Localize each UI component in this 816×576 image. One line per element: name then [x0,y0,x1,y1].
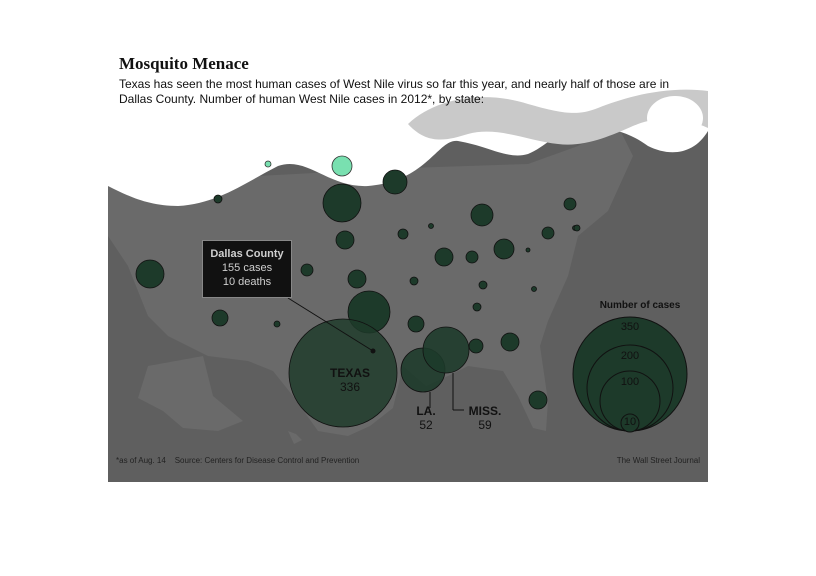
bubble-tennessee [472,302,482,312]
bubble-colorado [300,263,314,277]
legend-title: Number of cases [599,300,681,311]
legend-circles [572,316,688,433]
grey-cloud [408,89,708,145]
texas-state: TEXAS [329,366,370,380]
callout-name: Dallas County [210,248,284,260]
chart-title: Mosquito Menace [119,54,249,73]
bubble-montana [264,160,272,168]
map-graphic: Mosquito Menace Texas has seen the most … [108,36,708,482]
bubble-ohio [493,238,515,260]
louisiana-value: 52 [419,418,433,432]
dallas-dot [370,348,376,354]
mississippi-label: MISS. 59 [462,404,508,432]
chart-subtitle: Texas has seen the most human cases of W… [119,77,670,106]
bubble-kentucky [478,280,488,290]
bubble-michigan [470,203,494,227]
bubble-pennsylvania [541,226,555,240]
bubble-new-york [563,197,577,211]
bubble-north-dakota [331,155,353,177]
callout-deaths: 10 deaths [222,276,272,288]
texas-value: 336 [339,380,361,394]
bubble-arkansas [407,315,425,333]
credit: The Wall Street Journal [616,456,700,465]
legend-value-200: 200 [620,350,640,362]
callout-cases: 155 cases [221,262,273,274]
bubble-california [135,259,165,289]
callout-leader [287,297,374,352]
bubble-south-dakota [322,183,362,223]
bubble-washington [213,194,223,204]
footnote-source: *as of Aug. 14 Source: Centers for Disea… [116,456,360,465]
bubble-arizona [211,309,229,327]
bubble-north-carolina [531,286,537,292]
bubble-iowa [397,228,409,240]
bubble-indiana [465,250,479,264]
bubble-illinois [434,247,454,267]
legend-circle-10 [620,413,640,433]
bubble-minnesota [382,169,408,195]
bubble-missouri [409,276,419,286]
louisiana-label: LA. 52 [406,404,446,432]
bubble-georgia [468,338,484,354]
us-map [108,36,708,444]
cloud-blob [647,96,703,140]
bubble-mississippi [422,326,470,374]
bubble-wisconsin [428,223,434,229]
legend-value-100: 100 [620,376,640,388]
bubble-nebraska [335,230,355,250]
bubble-west-virginia [525,247,531,253]
bubble-new-mexico [273,320,281,328]
us-landmass [108,126,633,436]
hawaii-shape [288,431,302,444]
bubble-kansas [347,269,367,289]
mississippi-value: 59 [478,418,492,432]
texas-label: TEXAS 336 [320,366,380,394]
bubble-texas [288,318,398,428]
state-bubbles [135,155,581,428]
bubble-florida [528,390,548,410]
legend-value-350: 350 [620,321,640,333]
alaska-shape [138,356,243,431]
bubble-massachusetts [573,224,581,232]
top-cloud [108,36,708,206]
mississippi-state: MISS. [468,404,502,418]
louisiana-state: LA. [416,404,436,418]
dallas-callout: Dallas County 155 cases 10 deaths [202,240,292,298]
bubble-south-carolina [500,332,520,352]
legend-value-10: 10 [623,416,637,428]
